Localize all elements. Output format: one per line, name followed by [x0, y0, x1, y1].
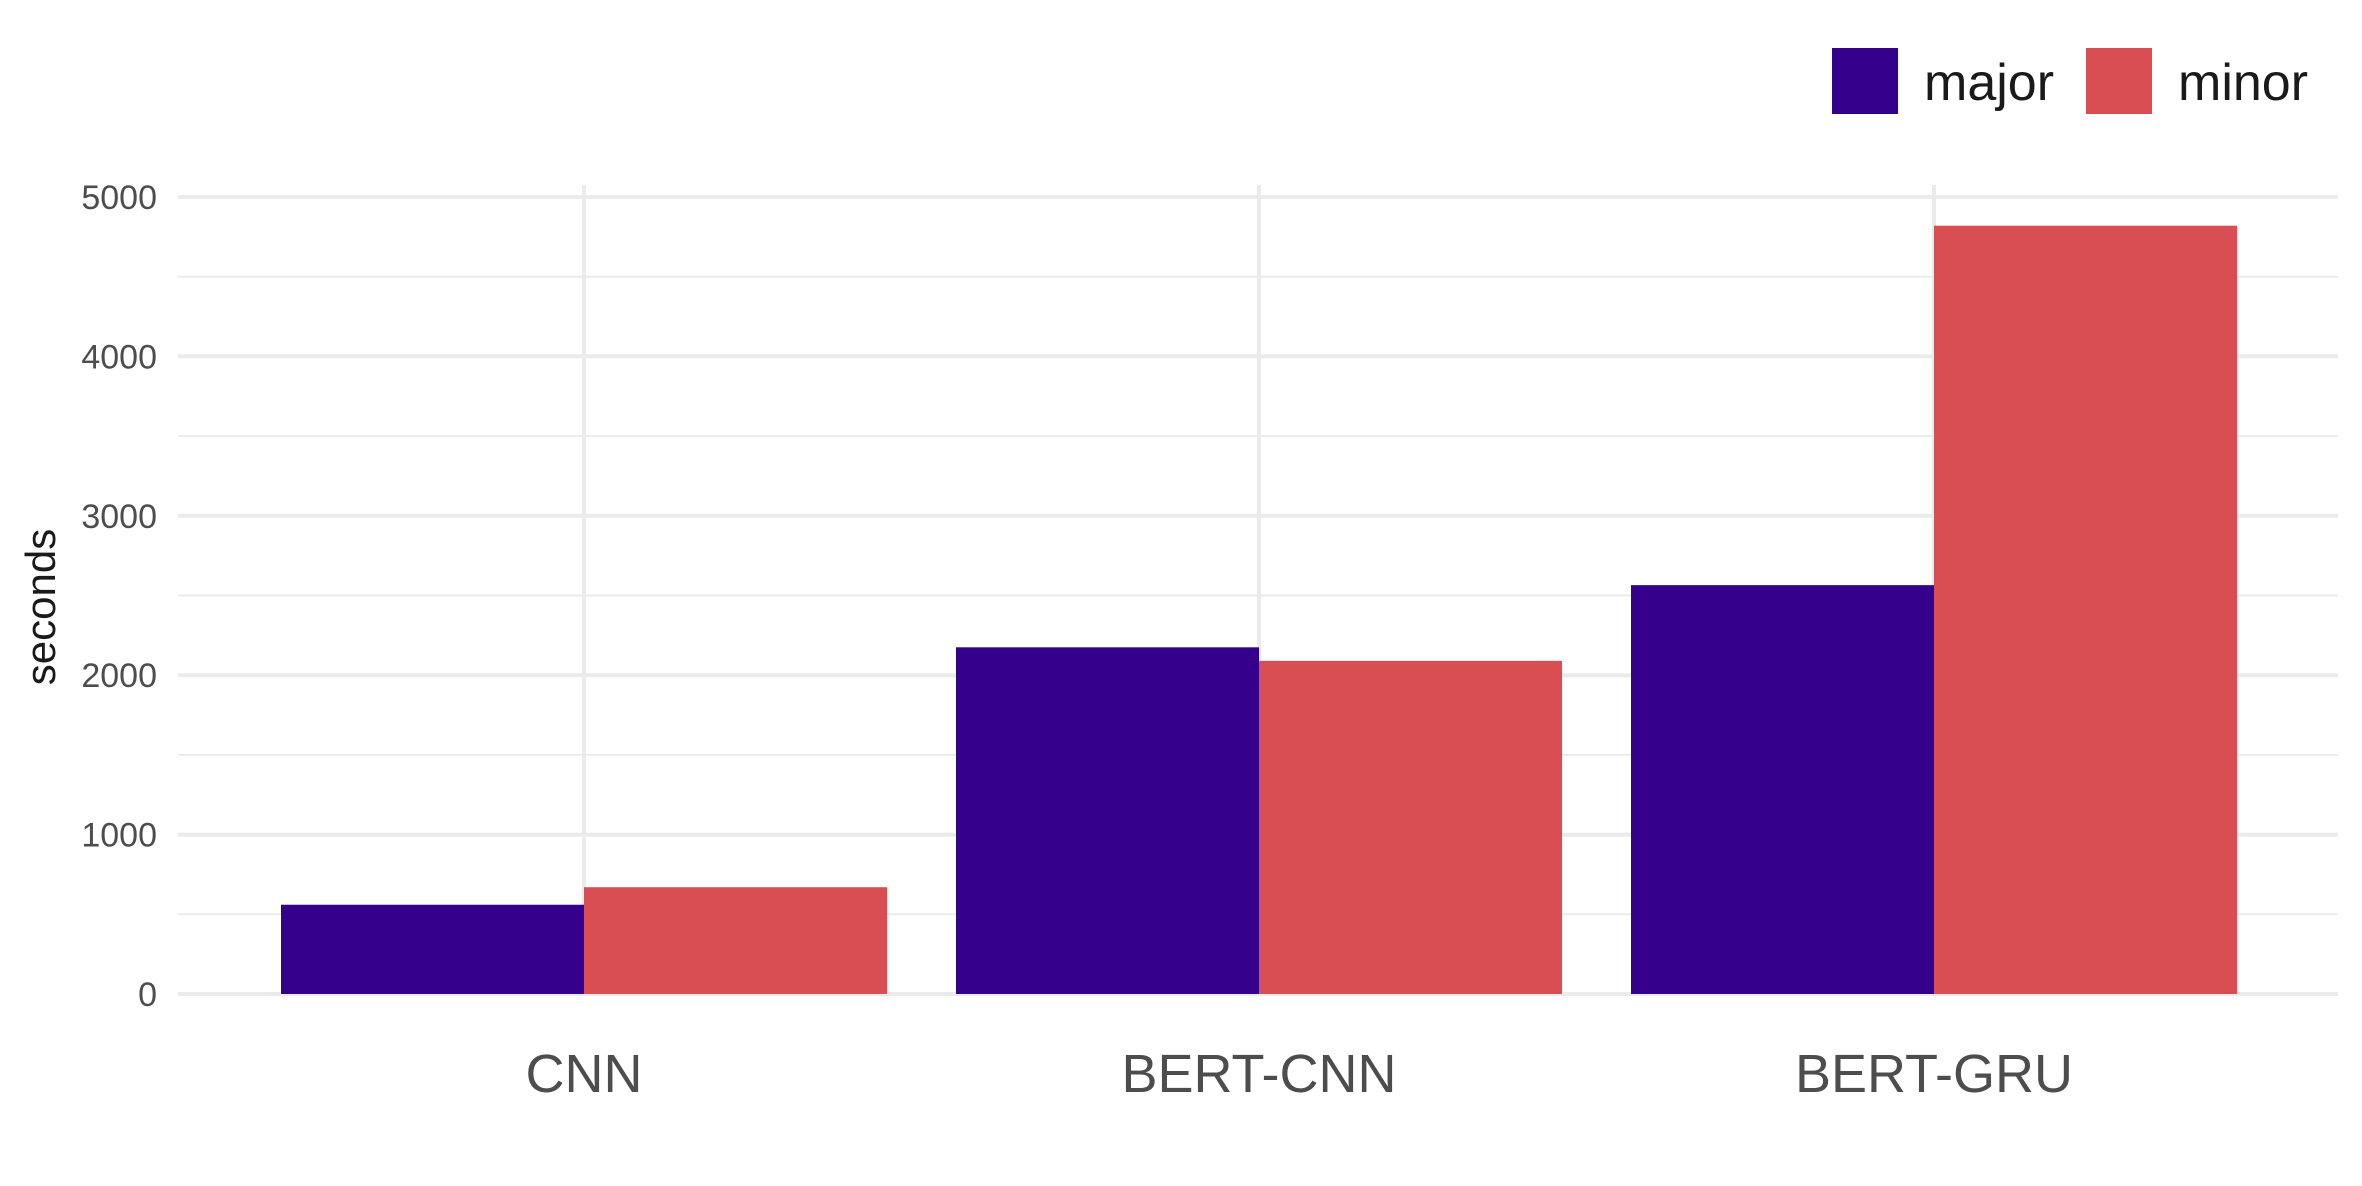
y-axis-ticks: 0 1000 2000 3000 4000 5000: [81, 179, 157, 1014]
bar-minor-cnn: [584, 887, 887, 994]
bar-minor-bert-gru: [1934, 225, 2237, 994]
legend-swatch-major: [1832, 48, 1898, 114]
legend-swatch-minor: [2086, 48, 2152, 114]
legend-label-major: major: [1924, 54, 2054, 112]
y-tick-label: 4000: [81, 338, 157, 376]
y-tick-label: 2000: [81, 657, 157, 695]
legend-label-minor: minor: [2178, 54, 2308, 112]
bar-major-bert-gru: [1631, 585, 1934, 994]
x-tick-label: BERT-GRU: [1795, 1044, 2073, 1104]
y-axis-title: seconds: [17, 529, 64, 685]
bars-layer: [281, 225, 2237, 994]
y-tick-label: 0: [138, 976, 157, 1014]
y-tick-label: 3000: [81, 498, 157, 536]
x-axis-ticks: CNN BERT-CNN BERT-GRU: [526, 1044, 2074, 1104]
bar-major-cnn: [281, 904, 584, 994]
y-tick-label: 1000: [81, 817, 157, 855]
legend: major minor: [1832, 48, 2308, 114]
x-tick-label: BERT-CNN: [1121, 1044, 1396, 1104]
bar-major-bert-cnn: [956, 647, 1259, 994]
bar-minor-bert-cnn: [1259, 660, 1562, 994]
y-tick-label: 5000: [81, 179, 157, 217]
x-tick-label: CNN: [526, 1044, 643, 1104]
